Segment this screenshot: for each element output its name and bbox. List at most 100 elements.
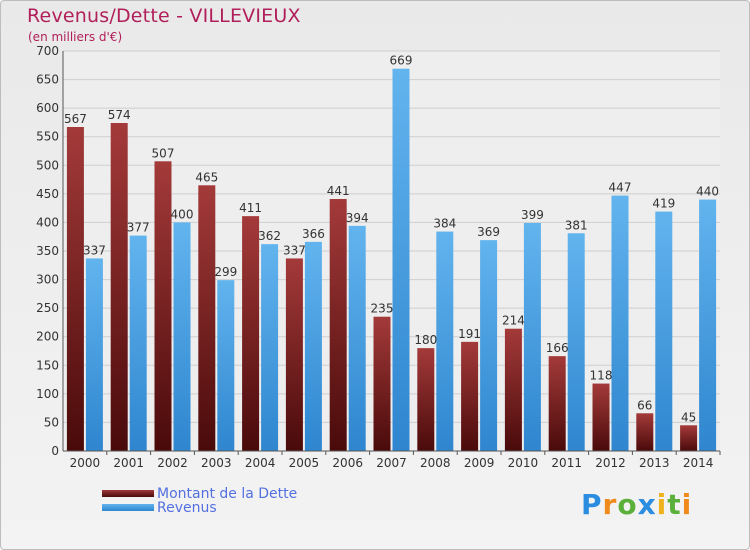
logo-letter: i [656, 488, 668, 521]
bar-revenue [304, 241, 322, 451]
data-label-debt: 118 [590, 369, 613, 383]
x-tick-label: 2007 [376, 456, 407, 470]
y-tick-label: 0 [51, 444, 59, 458]
bar-debt [417, 348, 435, 451]
y-tick-label: 600 [36, 101, 59, 115]
data-label-revenue: 366 [302, 227, 325, 241]
data-label-revenue: 419 [652, 197, 675, 211]
bar-debt [373, 316, 391, 451]
bar-revenue [392, 68, 410, 451]
data-label-revenue: 447 [609, 181, 632, 195]
bar-debt [154, 161, 172, 452]
bar-debt [66, 127, 84, 451]
data-label-debt: 66 [637, 398, 652, 412]
data-label-revenue: 440 [696, 185, 719, 199]
y-tick-label: 350 [36, 244, 59, 258]
x-tick-label: 2011 [551, 456, 582, 470]
data-label-revenue: 299 [214, 265, 237, 279]
bar-revenue [655, 211, 673, 451]
x-tick-label: 2013 [639, 456, 670, 470]
x-tick-label: 2002 [157, 456, 188, 470]
proxiti-logo: Proxiti [581, 488, 692, 521]
x-tick-label: 2001 [113, 456, 144, 470]
data-label-revenue: 399 [521, 208, 544, 222]
x-tick-label: 2003 [201, 456, 232, 470]
bar-debt [110, 123, 128, 451]
data-label-revenue: 394 [346, 211, 369, 225]
data-label-debt: 180 [414, 333, 437, 347]
bar-revenue [173, 222, 191, 451]
y-tick-label: 250 [36, 301, 59, 315]
bar-debt [636, 413, 654, 451]
legend-swatch-debt [102, 490, 154, 497]
bar-revenue [611, 195, 629, 451]
bar-debt [548, 356, 566, 451]
bar-debt [329, 199, 347, 451]
bar-debt [242, 216, 260, 451]
data-label-revenue: 337 [83, 243, 106, 257]
data-label-debt: 45 [681, 410, 696, 424]
data-label-revenue: 362 [258, 229, 281, 243]
bar-revenue [436, 231, 454, 451]
y-tick-label: 700 [36, 44, 59, 58]
logo-letter: o [617, 488, 638, 521]
bar-debt [198, 185, 216, 452]
data-label-revenue: 400 [171, 207, 194, 221]
data-label-debt: 235 [371, 302, 394, 316]
data-label-debt: 337 [283, 243, 306, 257]
data-label-revenue: 669 [390, 54, 413, 68]
y-tick-label: 550 [36, 130, 59, 144]
chart-title: Revenus/Dette - VILLEVIEUX [27, 5, 301, 27]
logo-letter: P [581, 488, 603, 521]
x-tick-label: 2010 [508, 456, 539, 470]
logo-letter: t [667, 488, 682, 521]
bar-debt [285, 258, 303, 451]
data-label-debt: 441 [327, 184, 350, 198]
bar-revenue [129, 235, 147, 451]
bar-revenue [699, 199, 717, 451]
y-tick-label: 300 [36, 273, 59, 287]
logo-letter: x [637, 488, 657, 521]
y-tick-label: 150 [36, 358, 59, 372]
data-label-revenue: 384 [433, 217, 456, 231]
data-label-debt: 574 [108, 108, 131, 122]
x-tick-label: 2012 [595, 456, 626, 470]
y-tick-label: 50 [44, 415, 59, 429]
logo-letter: r [602, 488, 618, 521]
legend-label-debt: Montant de la Dette [157, 486, 298, 502]
y-tick-label: 200 [36, 330, 59, 344]
y-tick-label: 100 [36, 387, 59, 401]
bar-revenue [217, 280, 235, 451]
x-tick-label: 2014 [683, 456, 714, 470]
data-label-debt: 465 [195, 170, 218, 184]
data-label-debt: 411 [239, 201, 262, 215]
x-tick-label: 2009 [464, 456, 495, 470]
bar-revenue [523, 223, 541, 451]
bar-debt [680, 425, 698, 451]
data-label-debt: 191 [458, 327, 481, 341]
data-label-debt: 567 [64, 112, 87, 126]
x-tick-label: 2006 [332, 456, 363, 470]
x-tick-label: 2008 [420, 456, 451, 470]
data-label-revenue: 377 [127, 221, 150, 235]
y-tick-label: 650 [36, 73, 59, 87]
data-label-debt: 166 [546, 341, 569, 355]
chart-subtitle: (en milliers d'€) [28, 30, 123, 44]
bar-revenue [480, 240, 498, 451]
bar-revenue [348, 225, 366, 451]
bar-debt [504, 328, 522, 451]
legend-label-revenue: Revenus [157, 500, 217, 516]
legend-swatch-revenue [102, 504, 154, 511]
data-label-revenue: 381 [565, 218, 588, 232]
x-tick-label: 2000 [70, 456, 101, 470]
logo-letter: i [681, 488, 693, 521]
data-label-revenue: 369 [477, 225, 500, 239]
y-tick-label: 450 [36, 187, 59, 201]
x-tick-label: 2004 [245, 456, 276, 470]
data-label-debt: 507 [152, 146, 175, 160]
data-label-debt: 214 [502, 314, 525, 328]
bar-revenue [261, 244, 279, 451]
y-tick-label: 500 [36, 158, 59, 172]
